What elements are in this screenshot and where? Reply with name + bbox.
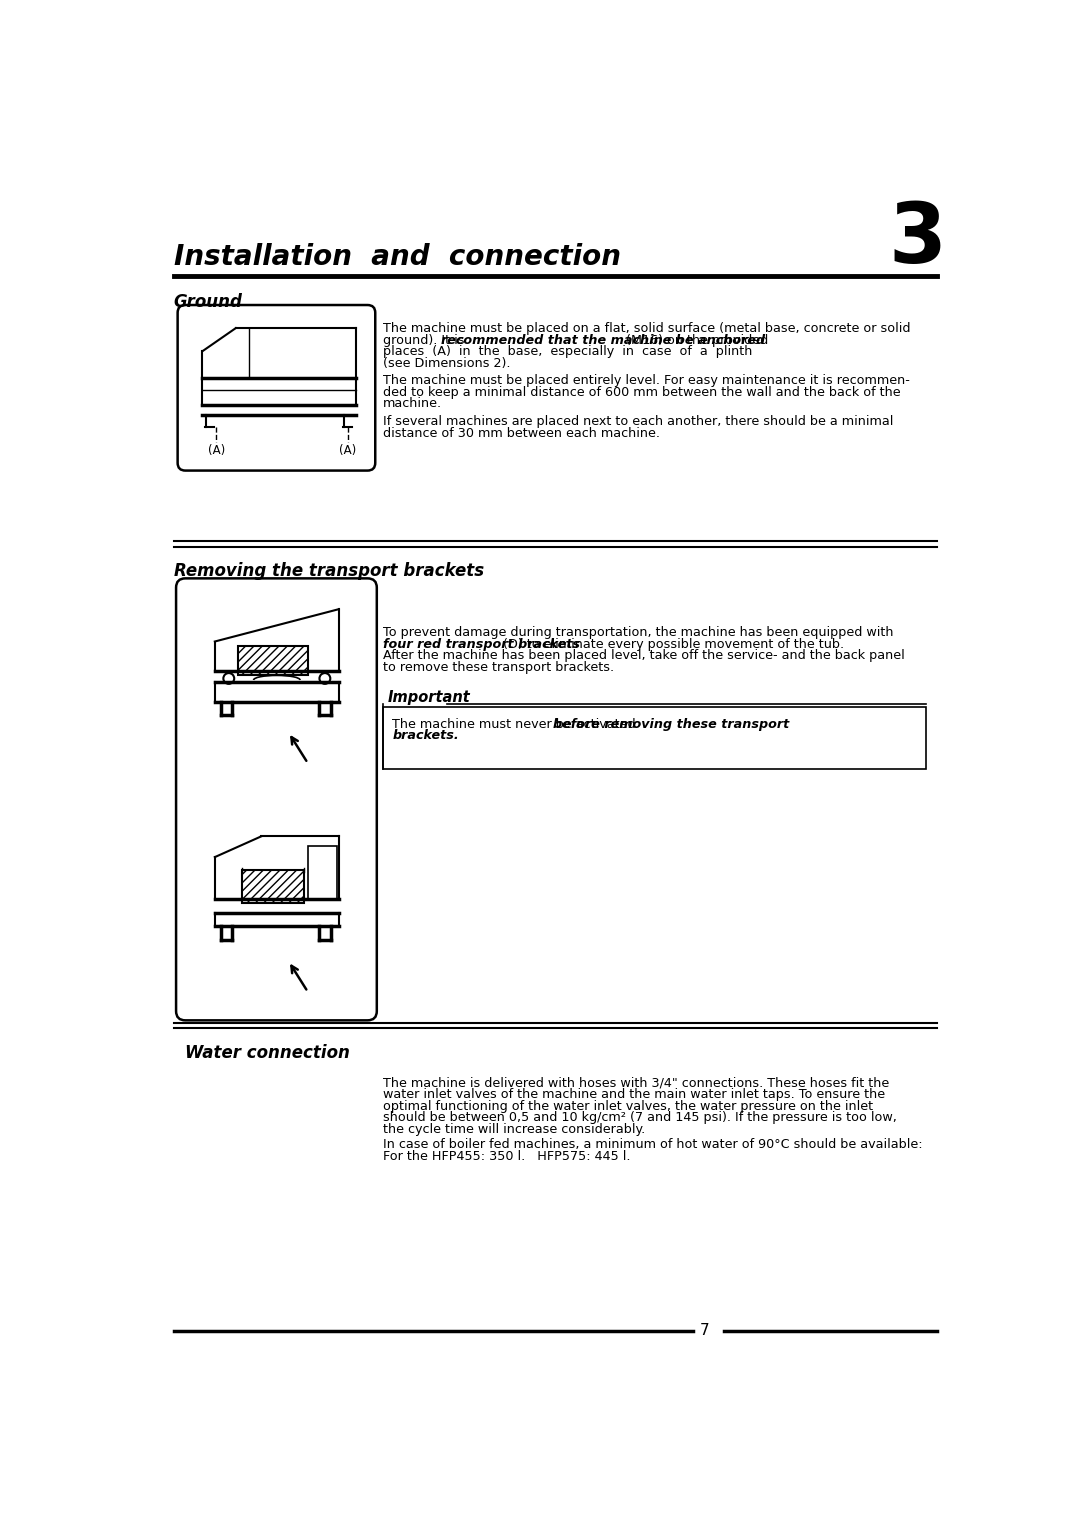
- Text: To prevent damage during transportation, the machine has been equipped with: To prevent damage during transportation,…: [383, 626, 893, 639]
- Text: The machine is delivered with hoses with 3/4" connections. These hoses fit the: The machine is delivered with hoses with…: [383, 1077, 889, 1089]
- Text: If several machines are placed next to each another, there should be a minimal: If several machines are placed next to e…: [383, 416, 893, 428]
- Text: ded to keep a minimal distance of 600 mm between the wall and the back of the: ded to keep a minimal distance of 600 mm…: [383, 387, 901, 399]
- Text: In case of boiler fed machines, a minimum of hot water of 90°C should be availab: In case of boiler fed machines, a minimu…: [383, 1138, 922, 1151]
- FancyBboxPatch shape: [176, 579, 377, 1021]
- Bar: [242, 871, 303, 903]
- Text: 7: 7: [700, 1323, 710, 1339]
- Text: the cycle time will increase considerably.: the cycle time will increase considerabl…: [383, 1123, 645, 1135]
- Bar: [308, 845, 337, 900]
- Text: ground). It is: ground). It is: [383, 333, 464, 347]
- Text: machine.: machine.: [383, 397, 442, 411]
- Text: Removing the transport brackets: Removing the transport brackets: [174, 562, 484, 581]
- Text: The machine must be placed on a flat, solid surface (metal base, concrete or sol: The machine must be placed on a flat, so…: [383, 322, 910, 335]
- Text: Important: Important: [388, 691, 471, 706]
- Text: 3: 3: [889, 199, 947, 280]
- Text: (D) to eliminate every possible movement of the tub.: (D) to eliminate every possible movement…: [503, 637, 845, 651]
- Text: distance of 30 mm between each machine.: distance of 30 mm between each machine.: [383, 426, 660, 440]
- Text: should be between 0,5 and 10 kg/cm² (7 and 145 psi). If the pressure is too low,: should be between 0,5 and 10 kg/cm² (7 a…: [383, 1111, 896, 1125]
- Text: brackets.: brackets.: [392, 729, 459, 743]
- Text: (A): (A): [207, 445, 225, 457]
- Text: For the HFP455: 350 l.   HFP575: 445 l.: For the HFP455: 350 l. HFP575: 445 l.: [383, 1149, 631, 1163]
- Text: four red transport brackets: four red transport brackets: [383, 637, 580, 651]
- FancyBboxPatch shape: [177, 306, 375, 471]
- Text: places  (A)  in  the  base,  especially  in  case  of  a  plinth: places (A) in the base, especially in ca…: [383, 345, 753, 358]
- Text: The machine must never be activated: The machine must never be activated: [392, 718, 640, 730]
- Text: Ground: Ground: [174, 293, 243, 312]
- Text: After the machine has been placed level, take off the service- and the back pane: After the machine has been placed level,…: [383, 649, 905, 662]
- Text: to remove these transport brackets.: to remove these transport brackets.: [383, 660, 615, 674]
- Text: (A): (A): [339, 445, 356, 457]
- Text: (M16) on the provided: (M16) on the provided: [622, 333, 768, 347]
- Text: Installation  and  connection: Installation and connection: [174, 243, 621, 272]
- Text: water inlet valves of the machine and the main water inlet taps. To ensure the: water inlet valves of the machine and th…: [383, 1088, 886, 1102]
- Bar: [383, 707, 926, 769]
- Text: (see Dimensions 2).: (see Dimensions 2).: [383, 356, 511, 370]
- Text: Water connection: Water connection: [186, 1044, 350, 1062]
- Text: The machine must be placed entirely level. For easy maintenance it is recommen-: The machine must be placed entirely leve…: [383, 374, 909, 387]
- Text: recommended that the machine be anchored: recommended that the machine be anchored: [441, 333, 766, 347]
- Text: optimal functioning of the water inlet valves, the water pressure on the inlet: optimal functioning of the water inlet v…: [383, 1100, 873, 1112]
- Text: before removing these transport: before removing these transport: [553, 718, 789, 730]
- Bar: [238, 646, 308, 675]
